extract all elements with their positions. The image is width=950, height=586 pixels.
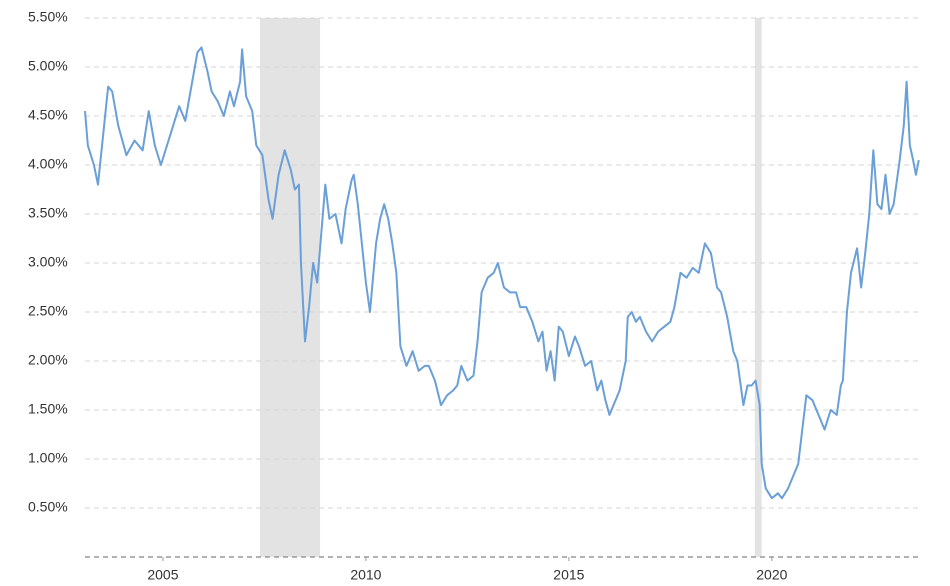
y-tick-label: 5.50% <box>28 9 68 25</box>
y-tick-label: 4.00% <box>28 156 68 172</box>
y-tick-label: 1.00% <box>28 450 68 466</box>
y-tick-label: 4.50% <box>28 107 68 123</box>
x-tick-label: 2015 <box>553 567 584 583</box>
y-tick-label: 2.50% <box>28 303 68 319</box>
y-tick-label: 1.50% <box>28 401 68 417</box>
y-tick-label: 3.50% <box>28 205 68 221</box>
y-tick-label: 5.00% <box>28 58 68 74</box>
recession-band <box>754 18 762 557</box>
x-tick-label: 2010 <box>350 567 381 583</box>
y-tick-label: 2.00% <box>28 352 68 368</box>
x-tick-label: 2005 <box>147 567 178 583</box>
series-line <box>84 46 920 500</box>
y-tick-label: 0.50% <box>28 499 68 515</box>
y-tick-label: 3.00% <box>28 254 68 270</box>
x-tick-label: 2020 <box>756 567 787 583</box>
